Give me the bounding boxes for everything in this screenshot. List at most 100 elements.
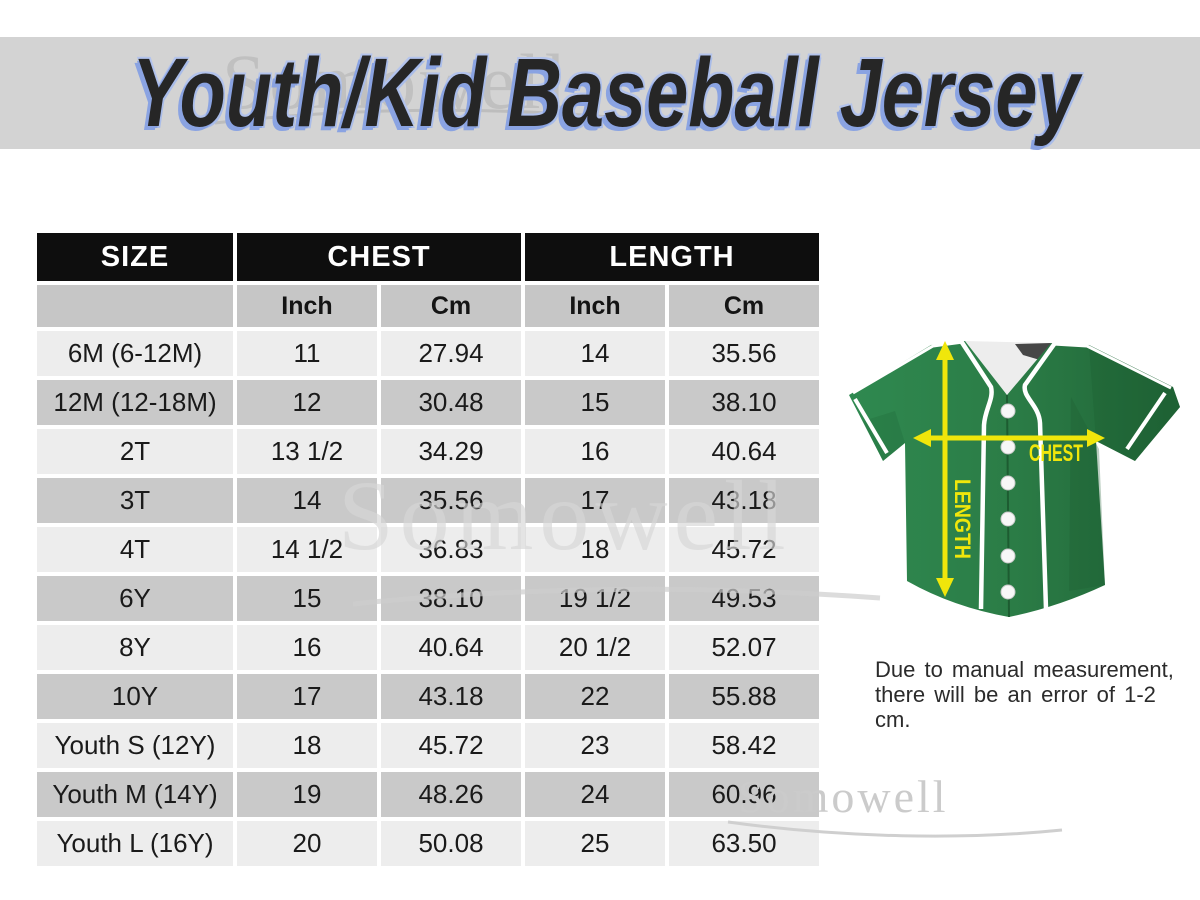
table-row: 6M (6-12M) 11 27.94 14 35.56 — [37, 331, 820, 376]
length-inch-cell: 15 — [525, 380, 666, 425]
length-inch-cell: 14 — [525, 331, 666, 376]
note-line-1: Due to manual measurement, — [875, 657, 1174, 682]
chest-cm-cell: 34.29 — [381, 429, 522, 474]
chest-inch-cell: 17 — [237, 674, 377, 719]
table-row: Youth S (12Y) 18 45.72 23 58.42 — [37, 723, 820, 768]
chest-label: CHEST — [1029, 440, 1083, 467]
button-dot — [1000, 511, 1016, 527]
table-row: 10Y 17 43.18 22 55.88 — [37, 674, 820, 719]
size-cell: 2T — [37, 429, 233, 474]
chest-cm-cell: 30.48 — [381, 380, 522, 425]
table-row: Youth M (14Y) 19 48.26 24 60.96 — [37, 772, 820, 817]
chest-arrowhead-left — [913, 429, 931, 447]
size-cell: 6Y — [37, 576, 233, 621]
cuff-stripe-right — [1125, 391, 1167, 451]
watermark-top-swoosh — [214, 108, 611, 125]
length-inch-cell: 18 — [525, 527, 666, 572]
watermark-bottom-right: Somowell — [738, 771, 949, 822]
size-chart-table: SIZE CHEST LENGTH Inch Cm Inch Cm 6M (6-… — [33, 229, 823, 870]
subheader-length-cm: Cm — [669, 285, 820, 327]
jersey-svg: CHEST LENGTH — [849, 339, 1180, 618]
button-dot — [1000, 475, 1016, 491]
length-label: LENGTH — [950, 479, 975, 559]
length-arrowhead-top — [936, 341, 954, 360]
subheader-length-inch: Inch — [525, 285, 666, 327]
chest-cm-cell: 50.08 — [381, 821, 522, 866]
jersey-illustration: CHEST LENGTH — [843, 329, 1197, 649]
chest-cm-cell: 38.10 — [381, 576, 522, 621]
chest-inch-cell: 13 1/2 — [237, 429, 377, 474]
length-inch-cell: 17 — [525, 478, 666, 523]
length-cm-cell: 40.64 — [669, 429, 820, 474]
size-cell: 8Y — [37, 625, 233, 670]
subheader-chest-inch: Inch — [237, 285, 377, 327]
button-dot — [1000, 439, 1016, 455]
header-row: SIZE CHEST LENGTH — [37, 233, 820, 281]
chest-arrowhead-right — [1087, 429, 1105, 447]
chest-inch-cell: 14 1/2 — [237, 527, 377, 572]
chest-inch-cell: 11 — [237, 331, 377, 376]
chest-inch-cell: 18 — [237, 723, 377, 768]
size-cell: 12M (12-18M) — [37, 380, 233, 425]
length-cm-cell: 43.18 — [669, 478, 820, 523]
chest-inch-cell: 15 — [237, 576, 377, 621]
table-row: 8Y 16 40.64 20 1/2 52.07 — [37, 625, 820, 670]
chest-inch-cell: 19 — [237, 772, 377, 817]
length-cm-cell: 45.72 — [669, 527, 820, 572]
chest-cm-cell: 35.56 — [381, 478, 522, 523]
size-cell: 4T — [37, 527, 233, 572]
size-cell: 10Y — [37, 674, 233, 719]
chest-inch-cell: 16 — [237, 625, 377, 670]
length-inch-cell: 25 — [525, 821, 666, 866]
length-cm-cell: 49.53 — [669, 576, 820, 621]
size-cell: 6M (6-12M) — [37, 331, 233, 376]
measurement-note: Due to manual measurement, there will be… — [875, 657, 1195, 732]
chest-inch-cell: 14 — [237, 478, 377, 523]
length-inch-cell: 16 — [525, 429, 666, 474]
col-header-size: SIZE — [37, 233, 233, 281]
col-header-length: LENGTH — [525, 233, 820, 281]
placket-piping-right — [1022, 341, 1057, 610]
length-cm-cell: 52.07 — [669, 625, 820, 670]
length-inch-cell: 19 1/2 — [525, 576, 666, 621]
shoulder-piping-left — [852, 340, 964, 395]
sleeve-shadow-right — [1089, 345, 1180, 461]
cuff-stripe-left — [853, 397, 889, 455]
length-inch-cell: 22 — [525, 674, 666, 719]
button-dot — [1000, 548, 1016, 564]
length-cm-cell: 35.56 — [669, 331, 820, 376]
chest-inch-cell: 12 — [237, 380, 377, 425]
table-row: 6Y 15 38.10 19 1/2 49.53 — [37, 576, 820, 621]
title-banner: Somowell Youth/Kid Baseball Jersey — [0, 37, 1200, 149]
chest-cm-cell: 48.26 — [381, 772, 522, 817]
length-cm-cell: 58.42 — [669, 723, 820, 768]
length-arrowhead-bottom — [936, 578, 954, 597]
chest-cm-cell: 45.72 — [381, 723, 522, 768]
placket-seam — [1006, 394, 1010, 618]
length-cm-cell: 55.88 — [669, 674, 820, 719]
body-shadow-right — [1069, 397, 1105, 591]
length-inch-cell: 20 1/2 — [525, 625, 666, 670]
chest-inch-cell: 20 — [237, 821, 377, 866]
length-inch-cell: 24 — [525, 772, 666, 817]
chest-cm-cell: 40.64 — [381, 625, 522, 670]
size-cell: Youth M (14Y) — [37, 772, 233, 817]
table-row: 2T 13 1/2 34.29 16 40.64 — [37, 429, 820, 474]
chest-cm-cell: 43.18 — [381, 674, 522, 719]
button-dot — [1000, 403, 1016, 419]
size-cell: 3T — [37, 478, 233, 523]
subheader-row: Inch Cm Inch Cm — [37, 285, 820, 327]
length-cm-cell: 60.96 — [669, 772, 820, 817]
table-row: Youth L (16Y) 20 50.08 25 63.50 — [37, 821, 820, 866]
subheader-chest-cm: Cm — [381, 285, 522, 327]
subheader-blank — [37, 285, 233, 327]
sleeve-shadow-left — [863, 411, 905, 461]
table-row: 12M (12-18M) 12 30.48 15 38.10 — [37, 380, 820, 425]
size-cell: Youth S (12Y) — [37, 723, 233, 768]
button-dot — [1000, 584, 1016, 600]
shoulder-piping-right — [1052, 342, 1172, 390]
chest-cm-cell: 36.83 — [381, 527, 522, 572]
table-row: 4T 14 1/2 36.83 18 45.72 — [37, 527, 820, 572]
jersey-body — [849, 341, 1180, 617]
